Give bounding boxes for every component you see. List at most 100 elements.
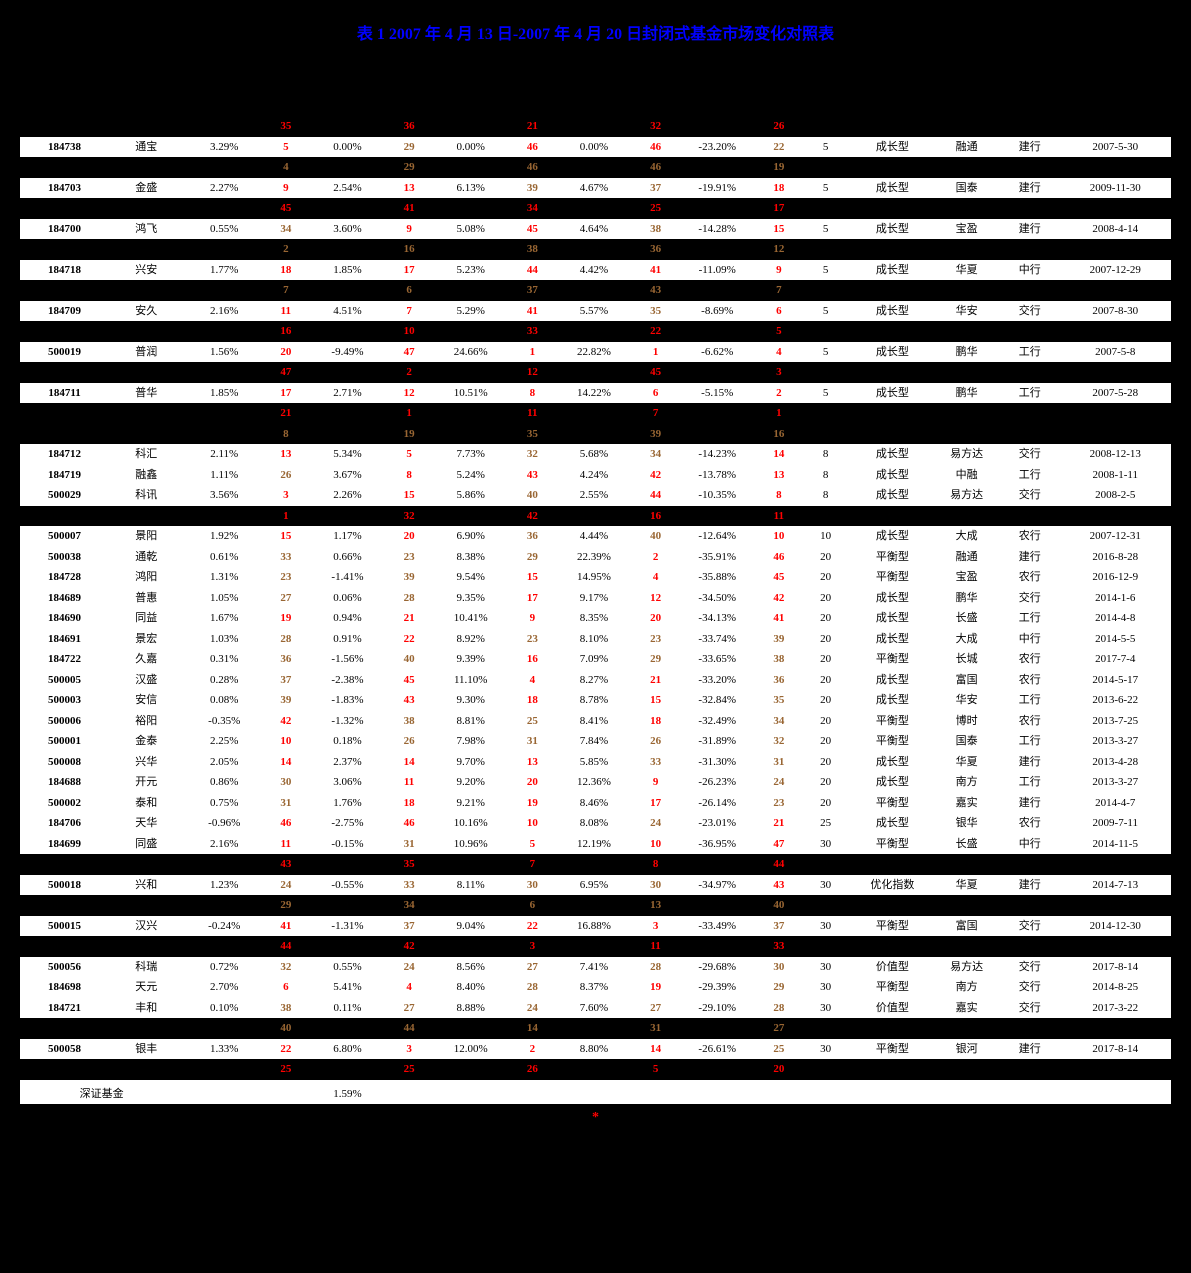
rank-cell: 6 [265,977,307,998]
rank-cell: 28 [265,629,307,650]
fund-type: 成长型 [852,629,934,650]
pct-cell: 9.20% [430,772,512,793]
pct-cell: -19.91% [676,178,758,199]
fund-size: 20 [800,772,852,793]
fund-company: 长城 [933,649,1000,670]
pct-cell: 0.91% [307,629,389,650]
separator-rank: 4 [265,157,307,178]
fund-size: 20 [800,629,852,650]
fund-size: 30 [800,916,852,937]
separator-rank: 37 [512,280,554,301]
rank-cell: 17 [265,383,307,404]
custodian-bank: 交行 [1000,957,1059,978]
fund-name: 安信 [109,690,183,711]
rank-cell: 24 [388,957,430,978]
rank-cell: 8 [758,485,800,506]
rank-cell: 43 [512,465,554,486]
table-row: 184688开元0.86%303.06%119.20%2012.36%9-26.… [20,772,1171,793]
table-row: 184722久嘉0.31%36-1.56%409.39%167.09%29-33… [20,649,1171,670]
rank-cell: 5 [512,834,554,855]
pct-cell: 9.39% [430,649,512,670]
rank-cell: 16 [512,649,554,670]
pct-cell: 8.10% [553,629,635,650]
pct-cell: 5.68% [553,444,635,465]
rank-cell: 28 [512,977,554,998]
pct-cell: 4.67% [553,178,635,199]
footer-label: 深证基金 [20,1084,183,1105]
fund-size: 30 [800,998,852,1019]
rank-cell: 21 [388,608,430,629]
fund-size: 5 [800,178,852,199]
rank-cell: 15 [635,690,677,711]
fund-size: 20 [800,711,852,732]
fund-type: 成长型 [852,444,934,465]
pct-cell: -32.84% [676,690,758,711]
table-row: 500058银丰1.33%226.80%312.00%28.80%14-26.6… [20,1039,1171,1060]
pct-cell: 1.77% [183,260,265,281]
pct-cell: 5.23% [430,260,512,281]
custodian-bank: 建行 [1000,178,1059,199]
rank-cell: 18 [758,178,800,199]
col-header: 排名 [758,52,800,116]
separator-row: 429464619 [20,157,1171,178]
rank-cell: 21 [635,670,677,691]
rank-cell: 23 [512,629,554,650]
rank-cell: 45 [758,567,800,588]
pct-cell: 2.16% [183,834,265,855]
pct-cell: 0.10% [183,998,265,1019]
rank-cell: 22 [388,629,430,650]
maturity-date: 2014-5-17 [1059,670,1171,691]
fund-code: 500008 [20,752,109,773]
rank-cell: 17 [512,588,554,609]
fund-company: 银华 [933,813,1000,834]
pct-cell: 4.51% [307,301,389,322]
rank-cell: 31 [265,793,307,814]
fund-company: 南方 [933,977,1000,998]
fund-size: 20 [800,649,852,670]
rank-cell: 29 [635,649,677,670]
maturity-date: 2007-5-8 [1059,342,1171,363]
separator-rank: 7 [512,854,554,875]
separator-rank: 12 [758,239,800,260]
table-row: 500008兴华2.05%142.37%149.70%135.85%33-31.… [20,752,1171,773]
fund-type: 成长型 [852,342,934,363]
fund-company: 华安 [933,301,1000,322]
separator-rank: 2 [265,239,307,260]
separator-rank: 35 [388,854,430,875]
separator-rank: 21 [512,116,554,137]
pct-cell: 9.70% [430,752,512,773]
custodian-bank: 中行 [1000,260,1059,281]
fund-code: 500019 [20,342,109,363]
pct-cell: -13.78% [676,465,758,486]
pct-cell: 2.27% [183,178,265,199]
custodian-bank: 建行 [1000,137,1059,158]
col-header: 代码 [20,52,109,116]
rank-cell: 20 [265,342,307,363]
custodian-bank: 工行 [1000,772,1059,793]
fund-type: 成长型 [852,690,934,711]
pct-cell: 7.41% [553,957,635,978]
pct-cell: 2.70% [183,977,265,998]
pct-cell: 9.30% [430,690,512,711]
pct-cell: 8.38% [430,547,512,568]
rank-cell: 6 [635,383,677,404]
pct-cell: -1.32% [307,711,389,732]
rank-cell: 19 [635,977,677,998]
maturity-date: 2014-7-13 [1059,875,1171,896]
rank-cell: 36 [758,670,800,691]
fund-company: 易方达 [933,957,1000,978]
table-row: 500029科讯3.56%32.26%155.86%402.55%44-10.3… [20,485,1171,506]
rank-cell: 2 [512,1039,554,1060]
pct-cell: 22.82% [553,342,635,363]
separator-rank: 6 [512,895,554,916]
separator-rank: 39 [635,424,677,445]
maturity-date: 2013-7-25 [1059,711,1171,732]
pct-cell: 2.55% [553,485,635,506]
pct-cell: 0.61% [183,547,265,568]
rank-cell: 2 [635,547,677,568]
fund-type: 优化指数 [852,875,934,896]
rank-cell: 15 [388,485,430,506]
fund-name: 融鑫 [109,465,183,486]
table-row: 184698天元2.70%65.41%48.40%288.37%19-29.39… [20,977,1171,998]
rank-cell: 47 [758,834,800,855]
